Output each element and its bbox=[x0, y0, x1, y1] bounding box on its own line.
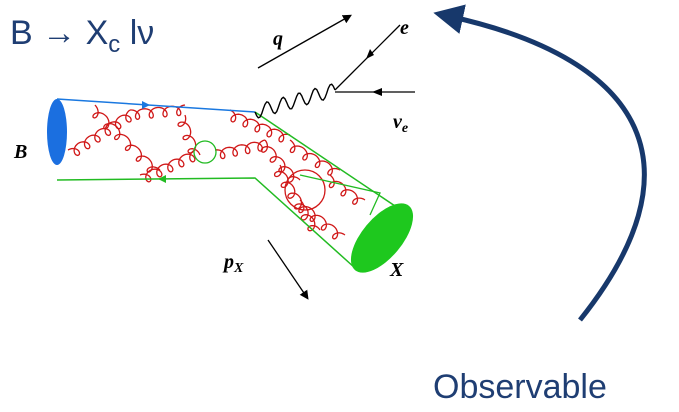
observable-arrow bbox=[448, 16, 644, 320]
gluon bbox=[140, 150, 195, 182]
title-main: B → X bbox=[10, 14, 108, 52]
gluon bbox=[215, 140, 265, 159]
label-b: B bbox=[13, 141, 27, 163]
title: B → Xc lν bbox=[10, 14, 154, 58]
gluon bbox=[329, 175, 365, 204]
px-arrow bbox=[268, 240, 306, 296]
diagram: B → Xc lν B q e νe pX X Observable bbox=[0, 0, 679, 412]
gluon bbox=[290, 140, 340, 175]
gluon bbox=[178, 115, 200, 155]
b-meson bbox=[47, 99, 67, 165]
label-px: pX bbox=[222, 251, 244, 276]
title-sub: c bbox=[108, 31, 120, 58]
gluon bbox=[68, 110, 131, 155]
loop bbox=[194, 141, 216, 163]
label-p-sub: X bbox=[233, 261, 244, 276]
w-boson bbox=[255, 84, 335, 118]
observable-label: Observable bbox=[433, 368, 607, 406]
arrow bbox=[142, 101, 150, 109]
label-nu: νe bbox=[393, 111, 408, 136]
q-arrow bbox=[258, 17, 348, 68]
quark-line bbox=[57, 99, 255, 112]
x-state bbox=[340, 193, 425, 283]
gluons bbox=[68, 105, 365, 239]
arrow bbox=[372, 88, 382, 96]
label-p: p bbox=[222, 251, 234, 273]
quark-line bbox=[255, 112, 398, 208]
label-q: q bbox=[273, 28, 283, 50]
label-x: X bbox=[389, 259, 404, 281]
title-tail: lν bbox=[120, 14, 154, 52]
arrow bbox=[366, 49, 374, 59]
quark-line bbox=[57, 178, 355, 268]
label-nu-sub: e bbox=[402, 121, 408, 136]
label-e: e bbox=[400, 17, 409, 39]
